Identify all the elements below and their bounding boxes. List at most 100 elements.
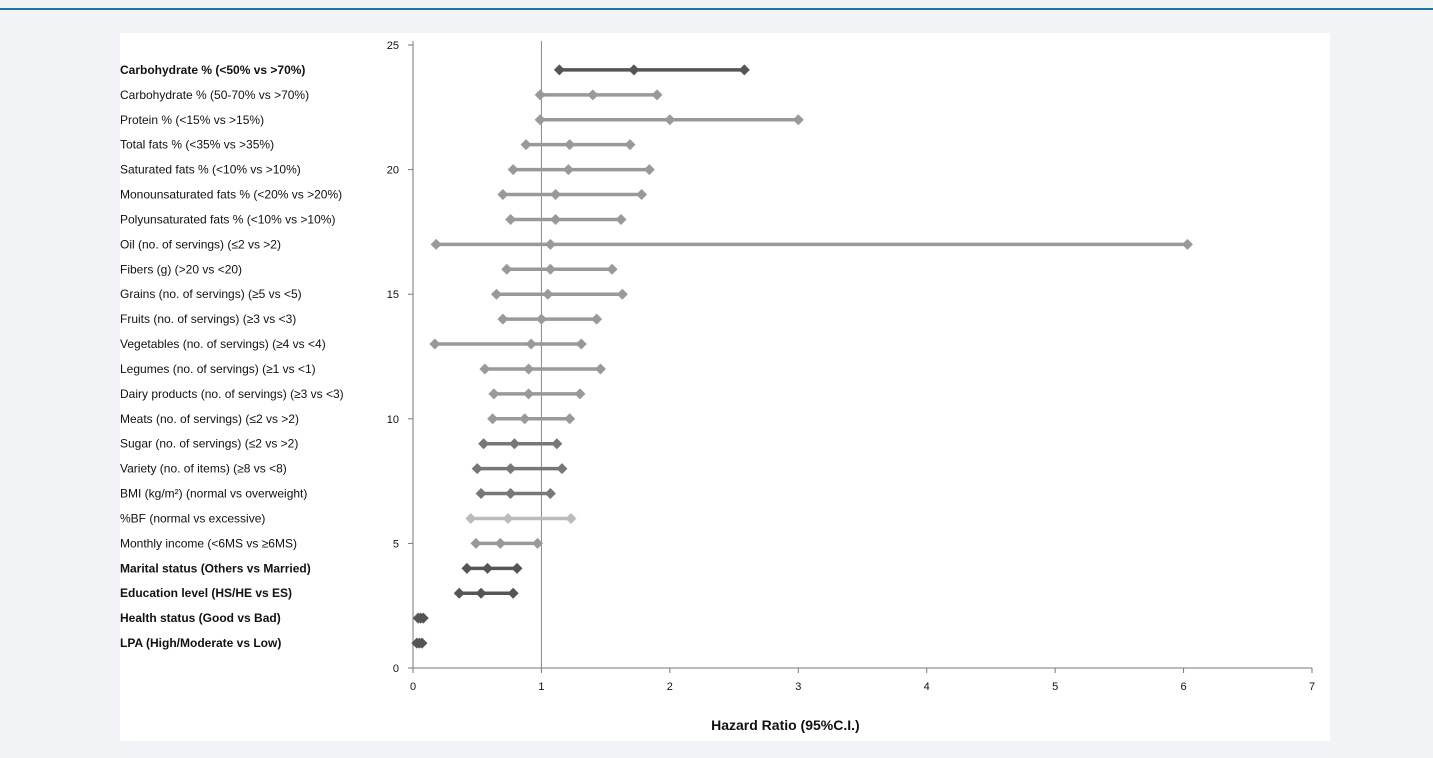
ci-lower-marker: [471, 463, 483, 475]
ci-lower-marker: [475, 488, 487, 500]
row-label: BMI (kg/m²) (normal vs overweight): [120, 487, 307, 501]
row-label: Fruits (no. of servings) (≥3 vs <3): [120, 312, 296, 326]
ci-lower-marker: [488, 388, 500, 400]
chart-panel: Carbohydrate % (<50% vs >70%) Carbohydrat…: [120, 33, 1330, 741]
hazard-ratio-marker: [494, 537, 506, 549]
ci-upper-marker: [565, 512, 577, 524]
row-label: Sugar (no. of servings) (≤2 vs >2): [120, 437, 298, 451]
hazard-ratio-marker: [550, 189, 562, 201]
y-tick-label: 15: [387, 289, 399, 301]
row-labels: Carbohydrate % (<50% vs >70%) Carbohydrat…: [120, 63, 344, 650]
ci-upper-marker: [636, 189, 648, 201]
ci-lower-marker: [429, 338, 441, 350]
x-tick-label: 3: [795, 681, 801, 693]
row-label: %BF (normal vs excessive): [120, 511, 265, 525]
hazard-ratio-marker: [628, 64, 640, 76]
row-label: Health status (Good vs Bad): [120, 611, 281, 625]
hazard-ratio-marker: [523, 363, 535, 375]
ci-lower-marker: [497, 313, 509, 325]
top-accent-line: [0, 8, 1433, 10]
ci-upper-marker: [591, 313, 603, 325]
row-label: Monthly income (<6MS vs ≥6MS): [120, 536, 297, 550]
plot-marks: [411, 64, 1193, 649]
hazard-ratio-marker: [525, 338, 537, 350]
ci-upper-marker: [643, 164, 655, 176]
hazard-ratio-marker: [505, 463, 517, 475]
ci-upper-marker: [556, 463, 568, 475]
hazard-ratio-marker: [475, 587, 487, 599]
y-tick-label: 25: [387, 40, 399, 52]
row-label: Marital status (Others vs Married): [120, 561, 311, 575]
ci-upper-marker: [792, 114, 804, 126]
row-label: Meats (no. of servings) (≤2 vs >2): [120, 412, 299, 426]
y-tick-label: 20: [387, 165, 399, 177]
hazard-ratio-marker: [519, 413, 531, 425]
y-tick-label: 10: [387, 414, 399, 426]
ci-lower-marker: [487, 413, 499, 425]
row-label: LPA (High/Moderate vs Low): [120, 636, 281, 650]
ci-upper-marker: [595, 363, 607, 375]
ci-upper-marker: [651, 89, 663, 101]
hazard-ratio-marker: [508, 438, 520, 450]
ci-lower-marker: [497, 189, 509, 201]
row-label: Monounsaturated fats % (<20% vs >20%): [120, 188, 342, 202]
ci-upper-marker: [544, 488, 556, 500]
row-label: Fibers (g) (>20 vs <20): [120, 262, 242, 276]
hazard-ratio-marker: [544, 238, 556, 250]
row-label: Vegetables (no. of servings) (≥4 vs <4): [120, 337, 326, 351]
y-tick-label: 0: [393, 663, 399, 675]
ci-lower-marker: [453, 587, 465, 599]
hazard-ratio-marker: [544, 263, 556, 275]
row-label: Oil (no. of servings) (≤2 vs >2): [120, 237, 281, 251]
ci-lower-marker: [430, 238, 442, 250]
ci-lower-marker: [479, 363, 491, 375]
ci-upper-marker: [616, 288, 628, 300]
ci-lower-marker: [507, 164, 519, 176]
x-tick-label: 4: [924, 681, 930, 693]
ci-lower-marker: [478, 438, 490, 450]
ci-upper-marker: [606, 263, 618, 275]
ci-lower-marker: [520, 139, 532, 151]
x-tick-label: 6: [1181, 681, 1187, 693]
row-label: Legumes (no. of servings) (≥1 vs <1): [120, 362, 316, 376]
ci-lower-marker: [505, 213, 517, 225]
hazard-ratio-marker: [587, 89, 599, 101]
ci-upper-marker: [615, 213, 627, 225]
ci-lower-marker: [470, 537, 482, 549]
row-label: Carbohydrate % (<50% vs >70%): [120, 63, 305, 77]
hazard-ratio-marker: [481, 562, 493, 574]
x-tick-label: 1: [538, 681, 544, 693]
ci-upper-marker: [416, 637, 428, 649]
x-tick-label: 7: [1309, 681, 1315, 693]
ci-lower-marker: [490, 288, 502, 300]
ci-upper-marker: [1181, 238, 1193, 250]
ci-upper-marker: [551, 438, 563, 450]
forest-plot: Carbohydrate % (<50% vs >70%) Carbohydrat…: [120, 40, 1315, 733]
hazard-ratio-marker: [505, 488, 517, 500]
ci-lower-marker: [461, 562, 473, 574]
x-tick-label: 0: [410, 681, 416, 693]
row-label: Grains (no. of servings) (≥5 vs <5): [120, 287, 302, 301]
ci-lower-marker: [553, 64, 565, 76]
row-label: Variety (no. of items) (≥8 vs <8): [120, 462, 287, 476]
row-label: Carbohydrate % (50-70% vs >70%): [120, 88, 309, 102]
x-tick-label: 2: [667, 681, 673, 693]
hazard-ratio-marker: [550, 213, 562, 225]
ci-lower-marker: [534, 114, 546, 126]
ci-upper-marker: [574, 388, 586, 400]
hazard-ratio-marker: [523, 388, 535, 400]
ci-upper-marker: [507, 587, 519, 599]
ci-upper-marker: [511, 562, 523, 574]
hazard-ratio-marker: [502, 512, 514, 524]
row-label: Polyunsaturated fats % (<10% vs >10%): [120, 212, 335, 226]
hazard-ratio-marker: [542, 288, 554, 300]
y-tick-label: 5: [393, 538, 399, 550]
row-label: Dairy products (no. of servings) (≥3 vs …: [120, 387, 344, 401]
row-label: Saturated fats % (<10% vs >10%): [120, 163, 301, 177]
hazard-ratio-marker: [535, 313, 547, 325]
ci-upper-marker: [532, 537, 544, 549]
ci-upper-marker: [564, 413, 576, 425]
x-tick-label: 5: [1052, 681, 1058, 693]
ci-lower-marker: [501, 263, 513, 275]
x-axis-title: Hazard Ratio (95%C.I.): [711, 717, 860, 733]
